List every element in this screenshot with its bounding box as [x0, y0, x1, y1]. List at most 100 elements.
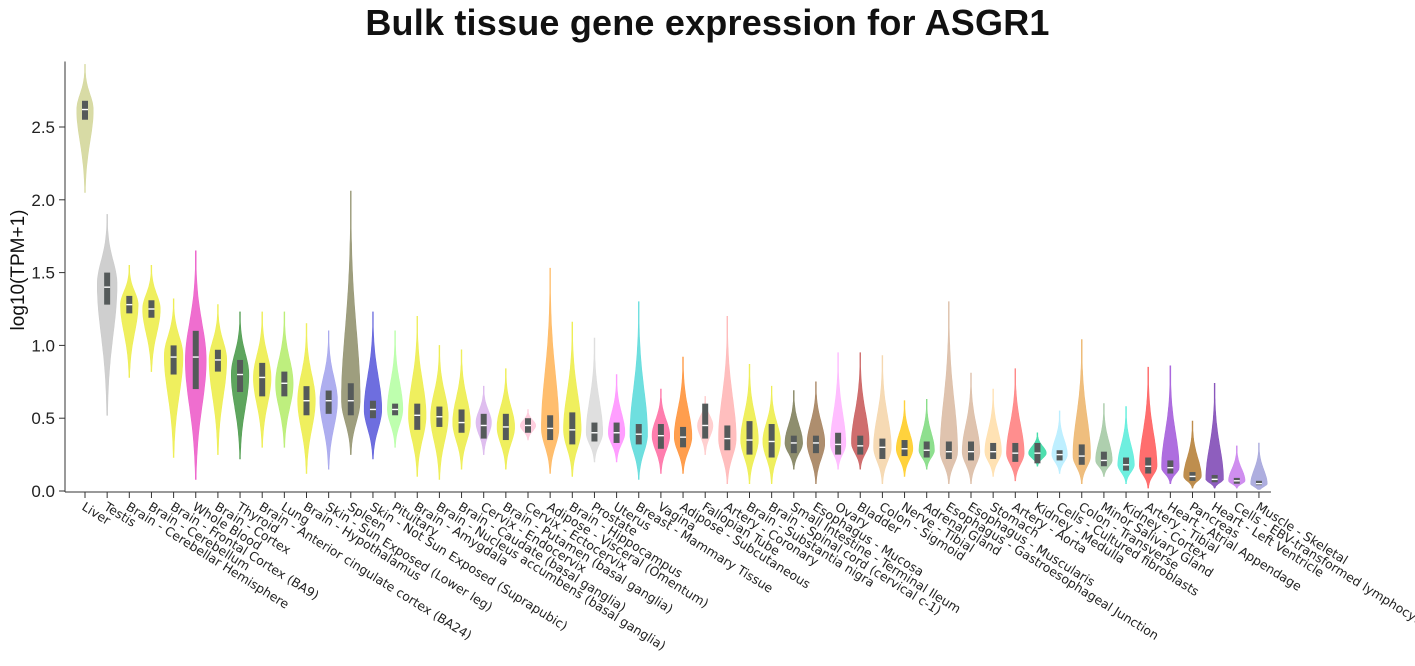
violin-stomach[interactable]: [984, 388, 1002, 477]
iqr-box: [1211, 474, 1218, 483]
y-tick-label: 2.5: [31, 118, 55, 137]
violin-body: [563, 321, 582, 477]
iqr-box: [414, 403, 421, 430]
violin-brain-frontal-cortex-ba9-[interactable]: [164, 298, 184, 458]
violin-pituitary[interactable]: [387, 330, 404, 448]
violin-uterus[interactable]: [608, 374, 626, 463]
violin-fallopian-tube[interactable]: [697, 396, 714, 455]
violin-adipose-visceral-omentum-[interactable]: [541, 267, 560, 474]
iqr-box: [281, 371, 288, 397]
violin-small-intestine-terminal-ileum[interactable]: [784, 390, 803, 470]
violin-esophagus-gastroesophageal-junction[interactable]: [939, 301, 958, 484]
violin-spleen[interactable]: [341, 190, 361, 455]
violin-cells-ebv-transformed-lymphocytes[interactable]: [1228, 445, 1246, 489]
violin-pancreas[interactable]: [1183, 420, 1202, 489]
iqr-box: [768, 424, 775, 458]
violin-artery-aorta[interactable]: [1006, 368, 1025, 482]
violin-body: [164, 298, 184, 458]
violin-brain-hippocampus[interactable]: [563, 321, 582, 477]
violin-colon-sigmoid[interactable]: [873, 355, 892, 484]
iqr-box: [702, 403, 709, 439]
violin-body: [1228, 445, 1246, 489]
violin-skin-sun-exposed-lower-leg-[interactable]: [319, 330, 338, 470]
violin-brain-cerebellar-hemisphere[interactable]: [120, 265, 139, 378]
violin-brain-amygdala[interactable]: [408, 316, 427, 477]
violin-lung[interactable]: [275, 311, 294, 448]
violin-brain-caudate-basal-ganglia-[interactable]: [452, 349, 471, 470]
violin-whole-blood[interactable]: [184, 250, 207, 480]
violin-breast-mammary-tissue[interactable]: [629, 301, 648, 480]
violin-adrenal-gland[interactable]: [918, 399, 935, 470]
y-axis: 0.0 0.5 1.0 1.5 2.0 2.5: [31, 61, 66, 501]
violin-brain-substantia-nigra[interactable]: [740, 364, 759, 484]
violin-nerve-tibial[interactable]: [896, 400, 914, 477]
y-tick-label: 0.0: [31, 482, 55, 501]
violin-minor-salivary-gland[interactable]: [1095, 403, 1113, 477]
violin-brain-hypothalamus[interactable]: [297, 323, 316, 474]
violin-brain-cortex[interactable]: [208, 304, 227, 455]
iqr-box: [192, 330, 199, 390]
violin-body: [830, 352, 847, 470]
violin-testis[interactable]: [97, 214, 118, 416]
iqr-box: [1078, 444, 1085, 465]
violin-body: [984, 388, 1002, 477]
violin-body: [674, 356, 693, 474]
violin-body: [387, 330, 404, 448]
iqr-box: [901, 440, 908, 457]
violin-heart-atrial-appendage[interactable]: [1161, 365, 1180, 484]
violin-body: [918, 399, 935, 470]
violin-prostate[interactable]: [585, 337, 603, 463]
violin-body: [408, 316, 427, 477]
y-tick-label: 0.5: [31, 409, 55, 428]
violin-adipose-subcutaneous[interactable]: [674, 356, 693, 474]
violin-body: [629, 301, 648, 480]
iqr-box: [259, 362, 266, 397]
violin-cells-cultured-fibroblasts[interactable]: [1051, 410, 1068, 474]
violin-esophagus-muscularis[interactable]: [961, 372, 981, 484]
iqr-box: [879, 438, 886, 459]
violin-vagina[interactable]: [651, 388, 670, 474]
iqr-box: [170, 345, 177, 375]
violin-brain-putamen-basal-ganglia-[interactable]: [496, 368, 515, 470]
violin-skin-not-sun-exposed-suprapubic-[interactable]: [363, 311, 382, 460]
iqr-box: [990, 442, 997, 459]
violin-brain-anterior-cingulate-cortex-ba24-[interactable]: [253, 311, 272, 448]
violin-body: [97, 214, 118, 416]
violin-thyroid[interactable]: [231, 311, 250, 460]
y-tick-label: 1.0: [31, 336, 55, 355]
violin-body: [1072, 339, 1091, 484]
violin-liver[interactable]: [76, 64, 94, 193]
violin-body: [718, 316, 737, 484]
iqr-box: [857, 435, 864, 455]
violin-body: [1183, 420, 1202, 489]
violin-body: [873, 355, 892, 484]
violin-brain-spinal-cord-cervical-c-1-[interactable]: [762, 385, 781, 484]
violin-muscle-skeletal[interactable]: [1250, 442, 1268, 490]
violin-ovary[interactable]: [830, 352, 847, 470]
violin-artery-tibial[interactable]: [1139, 366, 1158, 489]
iqr-box: [724, 425, 731, 451]
chart-title: Bulk tissue gene expression for ASGR1: [365, 2, 1050, 43]
violin-artery-coronary[interactable]: [718, 316, 737, 484]
iqr-box: [325, 390, 332, 414]
iqr-box: [1145, 457, 1152, 474]
violin-bladder[interactable]: [851, 352, 870, 470]
violin-brain-nucleus-accumbens-basal-ganglia-[interactable]: [430, 345, 449, 480]
violin-cervix-endocervix[interactable]: [475, 385, 492, 455]
violin-brain-cerebellum[interactable]: [142, 265, 161, 372]
iqr-box: [547, 415, 554, 441]
iqr-box: [347, 383, 354, 416]
violin-colon-transverse[interactable]: [1072, 339, 1091, 484]
violin-esophagus-mucosa[interactable]: [806, 381, 825, 484]
iqr-box: [657, 424, 664, 449]
violin-cervix-ectocervix[interactable]: [520, 409, 536, 441]
iqr-box: [104, 272, 111, 305]
violin-kidney-cortex[interactable]: [1117, 406, 1135, 484]
violin-kidney-medulla[interactable]: [1028, 432, 1047, 467]
violin-body: [363, 311, 382, 460]
violin-body: [142, 265, 161, 372]
iqr-box: [82, 100, 88, 120]
violin-heart-left-ventricle[interactable]: [1205, 383, 1224, 489]
